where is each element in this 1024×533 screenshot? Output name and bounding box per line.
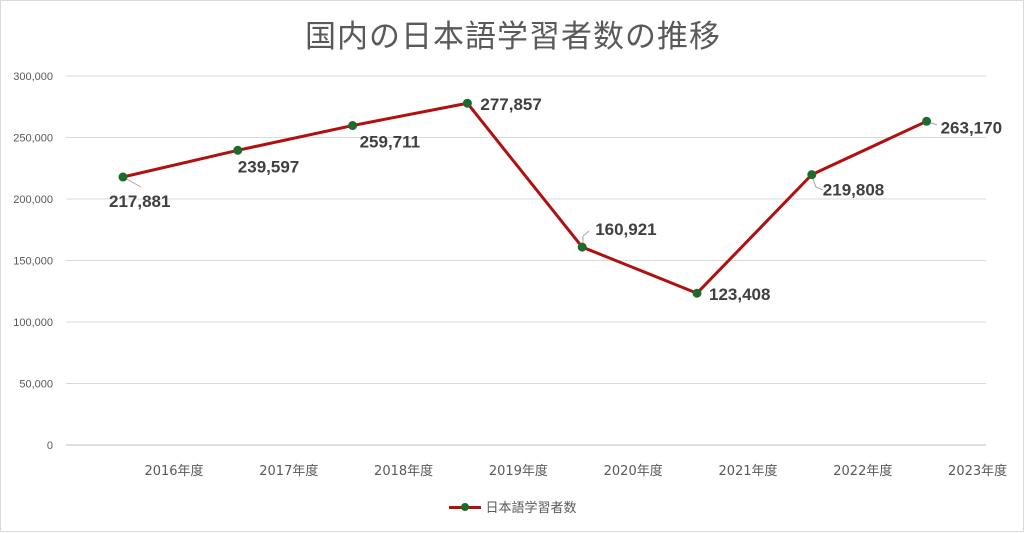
y-tick-label: 0 <box>47 440 53 452</box>
data-label: 219,808 <box>823 181 884 200</box>
x-tick-label: 2020年度 <box>604 463 663 479</box>
data-point <box>233 145 243 155</box>
data-point <box>348 121 358 131</box>
data-label: 263,170 <box>941 118 1002 137</box>
x-tick-label: 2022年度 <box>833 463 892 479</box>
chart-title: 国内の日本語学習者数の推移 <box>305 19 721 55</box>
x-tick-label: 2016年度 <box>144 463 203 479</box>
data-label: 160,921 <box>595 220 656 239</box>
y-tick-label: 50,000 <box>19 379 53 391</box>
x-tick-label: 2023年度 <box>948 463 1007 479</box>
data-point <box>462 98 472 108</box>
x-tick-label: 2018年度 <box>374 463 433 479</box>
y-tick-label: 250,000 <box>13 133 53 145</box>
y-tick-label: 300,000 <box>13 71 53 83</box>
legend-swatch <box>449 500 482 514</box>
data-point <box>692 288 702 298</box>
legend-label: 日本語学習者数 <box>485 501 577 516</box>
data-point <box>807 170 817 180</box>
data-label: 277,857 <box>480 95 541 114</box>
data-point <box>922 116 932 126</box>
data-label: 123,408 <box>709 285 770 304</box>
x-tick-label: 2019年度 <box>489 463 548 479</box>
data-point <box>577 242 587 252</box>
data-label: 217,881 <box>109 192 170 211</box>
x-tick-label: 2017年度 <box>259 463 318 479</box>
data-label: 259,711 <box>360 133 421 152</box>
series-line <box>122 101 928 295</box>
x-tick-label: 2021年度 <box>718 463 777 479</box>
legend: 日本語学習者数 <box>1 497 1024 516</box>
data-point <box>118 172 128 182</box>
y-tick-label: 150,000 <box>13 256 53 268</box>
y-tick-label: 100,000 <box>13 317 53 329</box>
data-label: 239,597 <box>238 157 299 176</box>
y-tick-label: 200,000 <box>13 194 53 206</box>
